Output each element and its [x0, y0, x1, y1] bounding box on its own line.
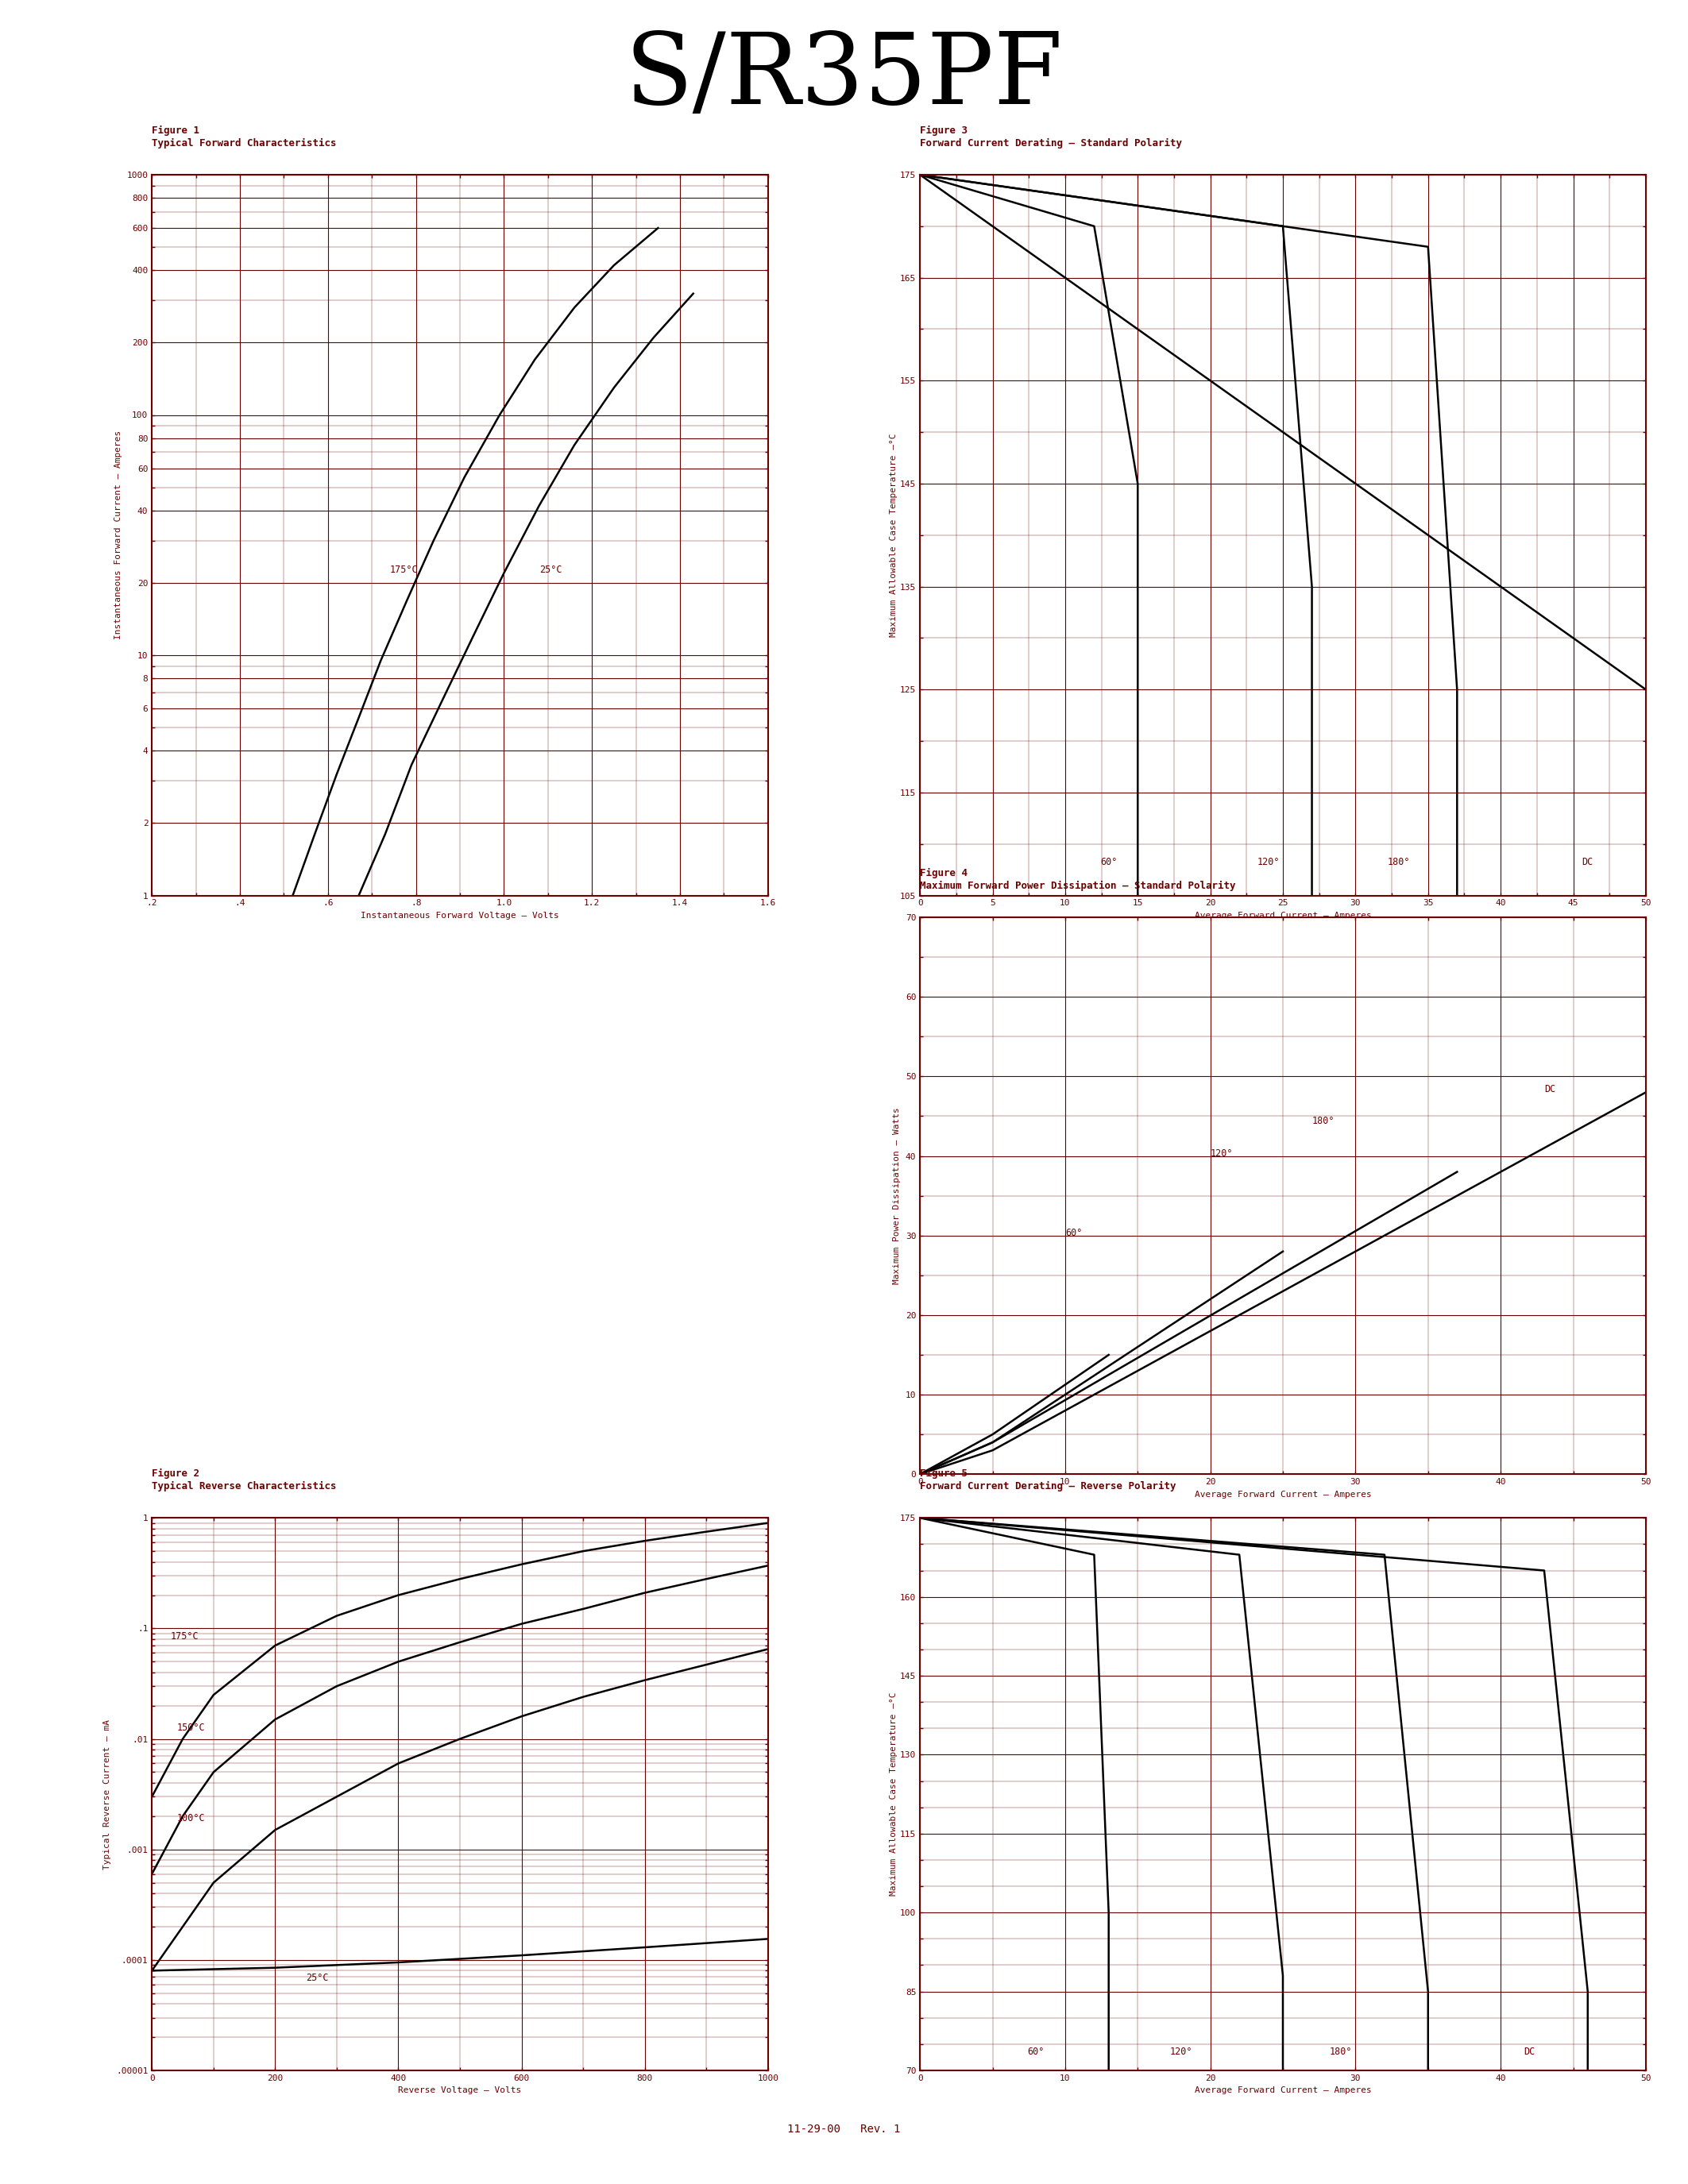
Text: S/R35PF: S/R35PF	[625, 28, 1063, 124]
X-axis label: Average Forward Current — Amperes: Average Forward Current — Amperes	[1195, 1489, 1371, 1498]
Text: 25°C: 25°C	[306, 1972, 329, 1983]
X-axis label: Reverse Voltage — Volts: Reverse Voltage — Volts	[398, 2086, 522, 2094]
Y-axis label: Maximum Allowable Case Temperature —°C: Maximum Allowable Case Temperature —°C	[890, 432, 898, 638]
Text: 25°C: 25°C	[538, 566, 562, 574]
Text: Figure 3
Forward Current Derating — Standard Polarity: Figure 3 Forward Current Derating — Stan…	[920, 124, 1182, 149]
Text: 100°C: 100°C	[177, 1813, 204, 1824]
Text: 180°: 180°	[1312, 1116, 1335, 1127]
Text: Figure 4
Maximum Forward Power Dissipation — Standard Polarity: Figure 4 Maximum Forward Power Dissipati…	[920, 867, 1236, 891]
Text: 175°C: 175°C	[390, 566, 419, 574]
Text: 180°: 180°	[1330, 2046, 1352, 2057]
X-axis label: Instantaneous Forward Voltage — Volts: Instantaneous Forward Voltage — Volts	[361, 911, 559, 919]
Text: Figure 1
Typical Forward Characteristics: Figure 1 Typical Forward Characteristics	[152, 124, 336, 149]
Y-axis label: Maximum Power Dissipation — Watts: Maximum Power Dissipation — Watts	[893, 1107, 901, 1284]
Text: 175°C: 175°C	[170, 1631, 199, 1642]
Text: Figure 2
Typical Reverse Characteristics: Figure 2 Typical Reverse Characteristics	[152, 1468, 336, 1492]
Text: DC: DC	[1545, 1085, 1556, 1094]
Text: 120°: 120°	[1258, 856, 1280, 867]
Y-axis label: Instantaneous Forward Current — Amperes: Instantaneous Forward Current — Amperes	[115, 430, 122, 640]
Text: 11-29-00   Rev. 1: 11-29-00 Rev. 1	[787, 2123, 901, 2136]
Y-axis label: Maximum Allowable Case Temperature —°C: Maximum Allowable Case Temperature —°C	[890, 1693, 898, 1896]
X-axis label: Average Forward Current — Amperes: Average Forward Current — Amperes	[1195, 2086, 1371, 2094]
Text: 150°C: 150°C	[177, 1723, 204, 1732]
Y-axis label: Typical Reverse Current — mA: Typical Reverse Current — mA	[103, 1719, 111, 1870]
Text: 120°: 120°	[1170, 2046, 1193, 2057]
X-axis label: Average Forward Current — Amperes: Average Forward Current — Amperes	[1195, 911, 1371, 919]
Text: DC: DC	[1582, 856, 1593, 867]
Text: 180°: 180°	[1388, 856, 1411, 867]
Text: DC: DC	[1524, 2046, 1536, 2057]
Text: 60°: 60°	[1101, 856, 1117, 867]
Text: 60°: 60°	[1028, 2046, 1045, 2057]
Text: 60°: 60°	[1065, 1227, 1082, 1238]
Text: 120°: 120°	[1210, 1149, 1232, 1158]
Text: Figure 5
Forward Current Derating — Reverse Polarity: Figure 5 Forward Current Derating — Reve…	[920, 1468, 1177, 1492]
